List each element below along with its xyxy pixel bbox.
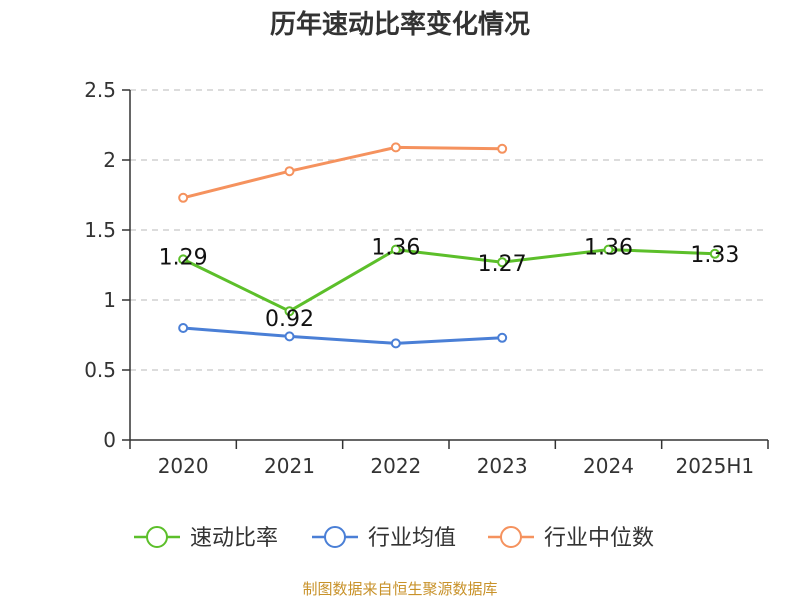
series-line [182, 248, 715, 313]
series-line [183, 326, 503, 345]
data-point[interactable] [390, 142, 401, 153]
data-point[interactable] [390, 338, 401, 349]
x-tick-label: 2025H1 [675, 454, 754, 478]
legend-label[interactable]: 行业中位数 [544, 526, 654, 551]
y-tick-label: 1 [103, 288, 116, 312]
series-line [182, 145, 503, 200]
legend-label[interactable]: 速动比率 [190, 526, 278, 551]
source-note: 制图数据来自恒生聚源数据库 [302, 580, 497, 598]
series-layer [178, 142, 720, 349]
data-labels: 1.29 0.92 1.36 1.27 1.36 1.33 [159, 236, 740, 333]
data-point[interactable] [709, 248, 720, 259]
legend-swatch-marker [146, 526, 168, 548]
axes: 0 0.5 1 1.5 2 2.5 2020 2021 2022 2023 2024 2025H1 [84, 78, 769, 478]
data-point[interactable] [284, 306, 295, 317]
data-point[interactable] [497, 143, 508, 154]
y-tick-label: 1.5 [84, 218, 116, 242]
data-label: 1.29 [159, 245, 208, 270]
data-point[interactable] [178, 192, 189, 203]
data-point[interactable] [284, 331, 295, 342]
legend-swatch-marker [324, 526, 346, 548]
data-label: 1.27 [478, 252, 527, 277]
data-point[interactable] [497, 332, 508, 343]
x-tick-label: 2020 [158, 454, 209, 478]
data-point[interactable] [178, 254, 189, 265]
y-tick-label: 2 [103, 148, 116, 172]
data-point[interactable] [603, 244, 614, 255]
x-tick-label: 2022 [370, 454, 421, 478]
data-label: 0.92 [265, 307, 314, 332]
data-point[interactable] [497, 257, 508, 268]
y-tick-label: 2.5 [84, 78, 116, 102]
x-tick-label: 2021 [264, 454, 315, 478]
legend[interactable]: 速动比率 行业均值 行业中位数 [134, 526, 654, 551]
data-point[interactable] [284, 166, 295, 177]
y-tick-label: 0 [103, 428, 116, 452]
data-point[interactable] [178, 323, 189, 333]
grid-lines [130, 89, 768, 371]
y-tick-label: 0.5 [84, 358, 116, 382]
data-label: 1.33 [690, 243, 739, 268]
x-tick-label: 2023 [477, 454, 528, 478]
data-label: 1.36 [371, 236, 420, 261]
chart-title: 历年速动比率变化情况 [270, 9, 530, 40]
legend-swatch-marker [500, 526, 522, 548]
x-tick-label: 2024 [583, 454, 634, 478]
data-label: 1.36 [584, 236, 633, 261]
data-point[interactable] [390, 244, 401, 255]
legend-label[interactable]: 行业均值 [368, 526, 456, 551]
